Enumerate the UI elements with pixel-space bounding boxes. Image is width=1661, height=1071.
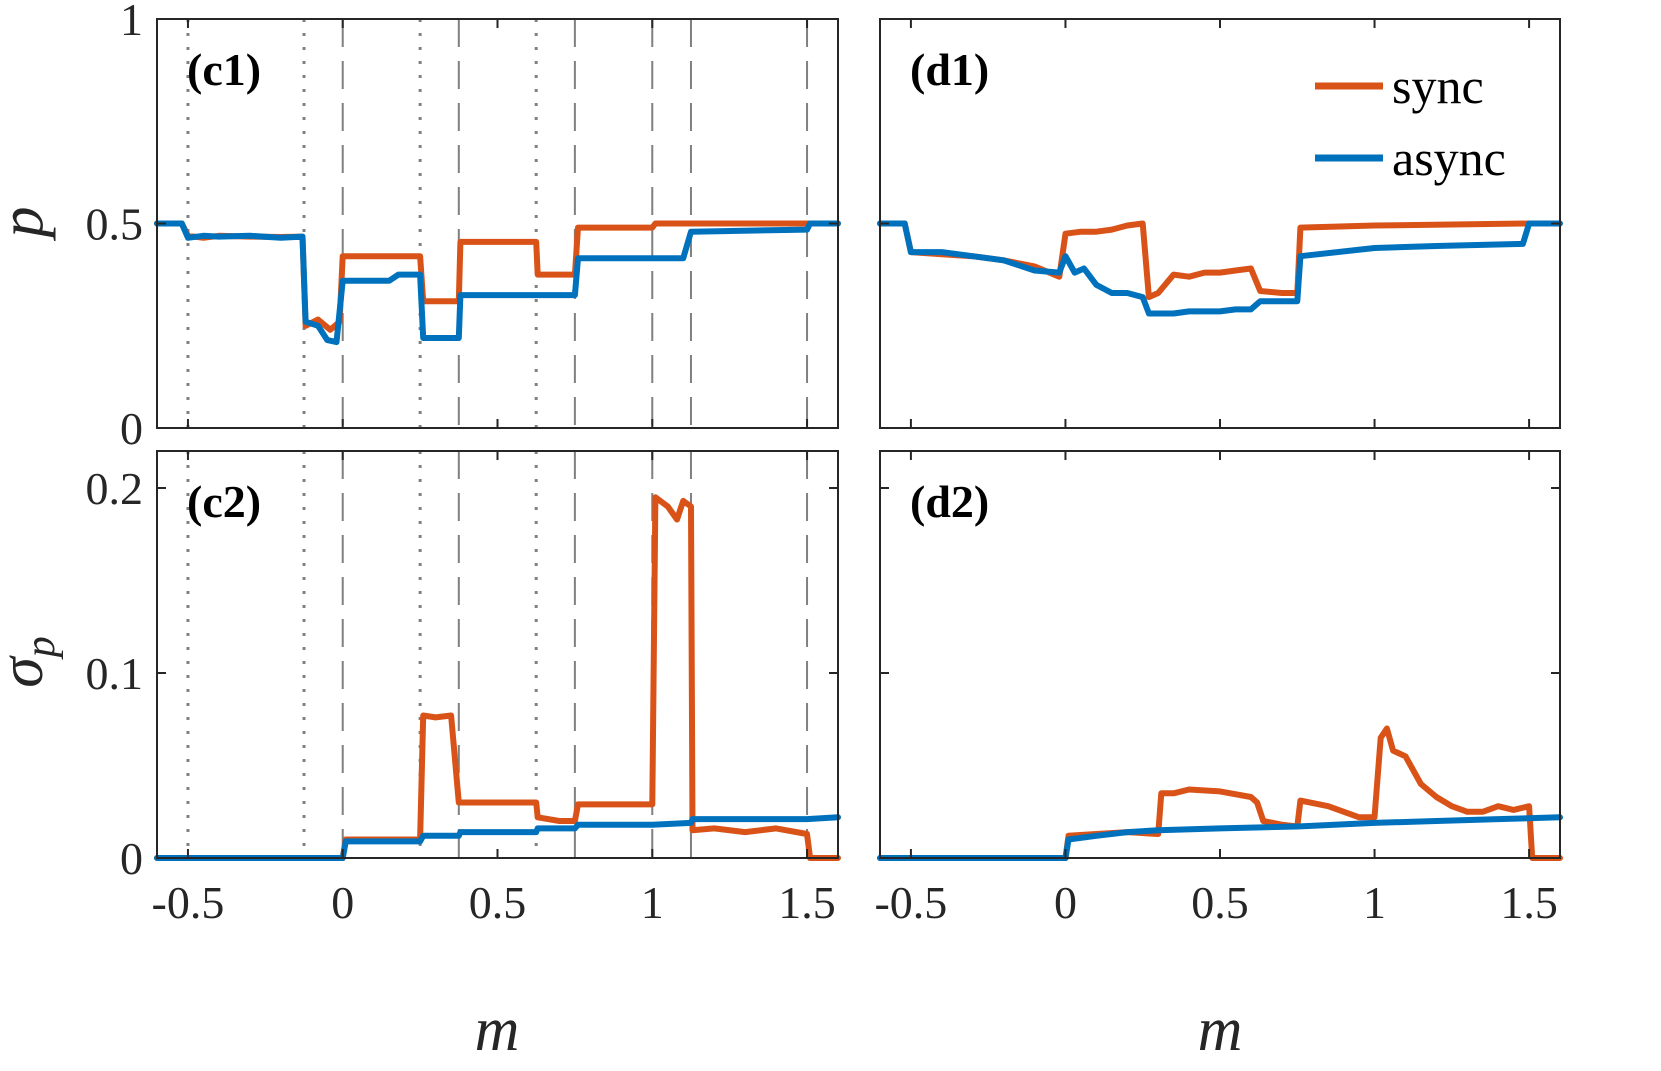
x-tick-label: 0.5	[1191, 877, 1249, 928]
legend-label-async: async	[1392, 130, 1506, 186]
panel-d1: (d1)	[877, 18, 1563, 429]
y-tick-label: 0	[120, 403, 143, 454]
y-tick-label: 0	[120, 833, 143, 884]
x-tick-label: 0	[331, 877, 354, 928]
series-line-sync	[877, 220, 1533, 301]
y-tick-label: 0.2	[86, 463, 144, 514]
panel-c1: 0 0.5 1 (c1)	[86, 0, 841, 454]
panel-label-c1: (c1)	[187, 44, 261, 95]
x-tick-label: -0.5	[874, 877, 947, 928]
series-line-sync	[154, 220, 841, 333]
y-tick-label: 0.5	[86, 199, 144, 250]
x-tick-label: 1	[641, 877, 664, 928]
y-tick-label: 0.1	[86, 648, 144, 699]
y-axis-title-sigma-p: σp	[0, 636, 64, 688]
series-line-sync	[877, 725, 1563, 861]
x-tick-label: 1.5	[778, 877, 836, 928]
panel-d2: -0.5 0 0.5 1 1.5 (d2)	[874, 450, 1563, 928]
panel-label-c2: (c2)	[187, 476, 261, 527]
x-axis-title-left: m	[475, 996, 520, 1064]
x-axis-title-right: m	[1198, 996, 1243, 1064]
panel-c2: 00.10.2-0.5 0 0.5 1 1.5(c2)	[86, 450, 841, 928]
x-tick-label: 1.5	[1500, 877, 1558, 928]
x-tick-label: 1	[1363, 877, 1386, 928]
series-line-async	[877, 814, 1563, 861]
x-tick-label: -0.5	[152, 877, 225, 928]
series-line-sync	[154, 494, 841, 861]
panel-label-d2: (d2)	[910, 476, 989, 527]
panel-label-d1: (d1)	[910, 44, 989, 95]
series-line-async	[154, 220, 841, 346]
legend-label-sync: sync	[1392, 58, 1484, 114]
series-line-async	[154, 814, 841, 861]
series-line-async	[877, 220, 1563, 317]
y-axis-title-p: p	[0, 207, 56, 242]
legend: sync async	[1315, 58, 1506, 186]
y-tick-label: 1	[120, 0, 143, 45]
x-tick-label: 0.5	[469, 877, 527, 928]
x-tick-label: 0	[1054, 877, 1077, 928]
